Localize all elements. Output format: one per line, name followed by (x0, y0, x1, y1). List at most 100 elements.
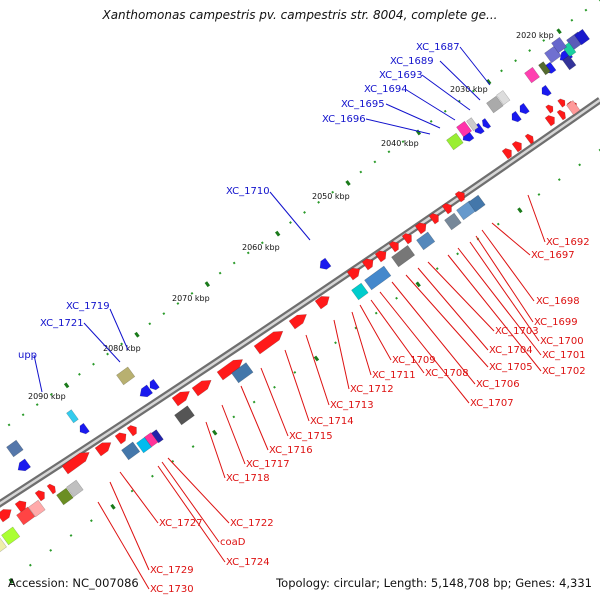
gene-forward-outer-1[interactable] (557, 97, 568, 108)
gene-label-xc-1701[interactable]: XC_1701 (542, 350, 586, 361)
gene-label-xc-1714[interactable]: XC_1714 (310, 416, 354, 427)
gene-label-xc-1704[interactable]: XC_1704 (489, 345, 533, 356)
gene-box-22[interactable] (174, 405, 195, 426)
gene-forward-8[interactable] (171, 387, 192, 407)
gene-reverse-12[interactable] (77, 422, 90, 436)
gene-forward-14[interactable] (346, 265, 363, 281)
gene-label-xc-1722[interactable]: XC_1722 (230, 518, 274, 529)
gene-forward-22[interactable] (454, 189, 467, 203)
gene-forward-23[interactable] (501, 146, 514, 160)
gene-label-xc-1730[interactable]: XC_1730 (150, 584, 194, 595)
gene-box-21[interactable] (231, 362, 254, 384)
gene-reverse-0[interactable] (509, 110, 522, 124)
gene-box-16[interactable] (468, 194, 486, 213)
gene-forward-9[interactable] (191, 376, 214, 397)
gene-label-xc-1717[interactable]: XC_1717 (246, 459, 290, 470)
gene-forward-17[interactable] (388, 239, 401, 253)
gene-forward-2[interactable] (34, 488, 47, 502)
gene-forward-20[interactable] (428, 211, 441, 225)
gene-forward-outer-0[interactable] (545, 103, 556, 114)
gene-label-xc-1694[interactable]: XC_1694 (364, 84, 408, 95)
gene-label-xc-1729[interactable]: XC_1729 (150, 565, 194, 576)
gene-reverse-11[interactable] (15, 458, 31, 474)
gene-reverse-9[interactable] (137, 384, 153, 400)
gene-label-xc-1715[interactable]: XC_1715 (289, 431, 333, 442)
gene-forward-3[interactable] (46, 482, 58, 495)
gene-label-xc-1703[interactable]: XC_1703 (495, 326, 539, 337)
gene-forward-1[interactable] (14, 498, 29, 513)
gene-forward-16[interactable] (374, 248, 389, 263)
gene-forward-19[interactable] (414, 220, 429, 235)
gene-box-10[interactable] (566, 100, 581, 116)
gene-forward-11[interactable] (253, 327, 286, 355)
gene-label-xc-1727[interactable]: XC_1727 (159, 518, 203, 529)
gene-forward-5[interactable] (94, 439, 114, 457)
gene-forward-25[interactable] (524, 132, 536, 145)
gene-reverse-8[interactable] (317, 257, 332, 272)
gene-label-upp[interactable]: upp (18, 350, 37, 361)
gene-reverse-1[interactable] (517, 102, 530, 116)
gene-box-11[interactable] (446, 132, 464, 151)
gene-label-xc-1699[interactable]: XC_1699 (534, 317, 578, 328)
gene-box-31[interactable] (66, 409, 79, 424)
gene-box-20[interactable] (364, 265, 392, 291)
gene-forward-6[interactable] (114, 430, 129, 445)
gene-label-xc-1724[interactable]: XC_1724 (226, 557, 270, 568)
gene-forward-7[interactable] (126, 423, 139, 437)
gene-box-13[interactable] (466, 117, 479, 132)
gene-box-19[interactable] (351, 282, 369, 301)
gene-label-xc-1697[interactable]: XC_1697 (531, 250, 575, 261)
gene-label-xc-1713[interactable]: XC_1713 (330, 400, 374, 411)
gene-label-xc-1710[interactable]: XC_1710 (226, 186, 270, 197)
gene-label-xc-1711[interactable]: XC_1711 (372, 370, 416, 381)
gene-forward-12[interactable] (288, 310, 309, 330)
gene-label-xc-1696[interactable]: XC_1696 (322, 114, 366, 125)
gene-reverse-10[interactable] (147, 378, 160, 392)
gene-label-xc-1707[interactable]: XC_1707 (470, 398, 514, 409)
gene-forward-21[interactable] (441, 201, 454, 215)
gene-label-xc-1718[interactable]: XC_1718 (226, 473, 270, 484)
gene-label-xc-1709[interactable]: XC_1709 (392, 355, 436, 366)
gene-box-29[interactable] (66, 479, 84, 498)
gene-box-12[interactable] (456, 120, 472, 138)
gene-forward-24[interactable] (511, 139, 524, 153)
gene-reverse-2[interactable] (539, 84, 552, 98)
gene-box-30[interactable] (6, 439, 24, 458)
gene-box-35[interactable] (0, 536, 7, 554)
gene-label-xc-1698[interactable]: XC_1698 (536, 296, 580, 307)
gene-box-33[interactable] (28, 499, 46, 518)
gene-box-5[interactable] (524, 66, 540, 84)
gene-box-26[interactable] (144, 432, 159, 448)
gene-box-28[interactable] (56, 487, 74, 506)
gene-forward-18[interactable] (401, 231, 414, 245)
gene-label-xc-1702[interactable]: XC_1702 (542, 366, 586, 377)
gene-label-xc-1693[interactable]: XC_1693 (379, 70, 423, 81)
gene-label-coad[interactable]: coaD (220, 537, 246, 548)
gene-label-xc-1687[interactable]: XC_1687 (416, 42, 460, 53)
gene-box-1[interactable] (574, 28, 590, 46)
gene-box-4[interactable] (551, 36, 567, 54)
gene-box-14[interactable] (444, 212, 462, 231)
gene-label-xc-1700[interactable]: XC_1700 (540, 336, 584, 347)
gene-label-xc-1712[interactable]: XC_1712 (350, 384, 394, 395)
gene-box-23[interactable] (116, 366, 136, 386)
gene-box-27[interactable] (151, 429, 164, 444)
gene-forward-27[interactable] (556, 108, 568, 121)
gene-box-32[interactable] (16, 506, 36, 526)
gene-forward-0[interactable] (0, 506, 14, 523)
gene-label-xc-1716[interactable]: XC_1716 (269, 445, 313, 456)
gene-forward-10[interactable] (216, 355, 246, 381)
gene-label-xc-1706[interactable]: XC_1706 (476, 379, 520, 390)
gene-reverse-7[interactable] (480, 118, 492, 130)
gene-label-xc-1719[interactable]: XC_1719 (66, 301, 110, 312)
gene-box-24[interactable] (121, 441, 141, 461)
gene-forward-26[interactable] (544, 113, 557, 127)
gene-forward-13[interactable] (314, 293, 332, 310)
gene-forward-15[interactable] (361, 256, 376, 271)
gene-box-9[interactable] (496, 90, 511, 106)
gene-label-xc-1689[interactable]: XC_1689 (390, 56, 434, 67)
gene-box-17[interactable] (391, 245, 416, 268)
gene-box-7[interactable] (562, 55, 577, 71)
gene-label-xc-1695[interactable]: XC_1695 (341, 99, 385, 110)
